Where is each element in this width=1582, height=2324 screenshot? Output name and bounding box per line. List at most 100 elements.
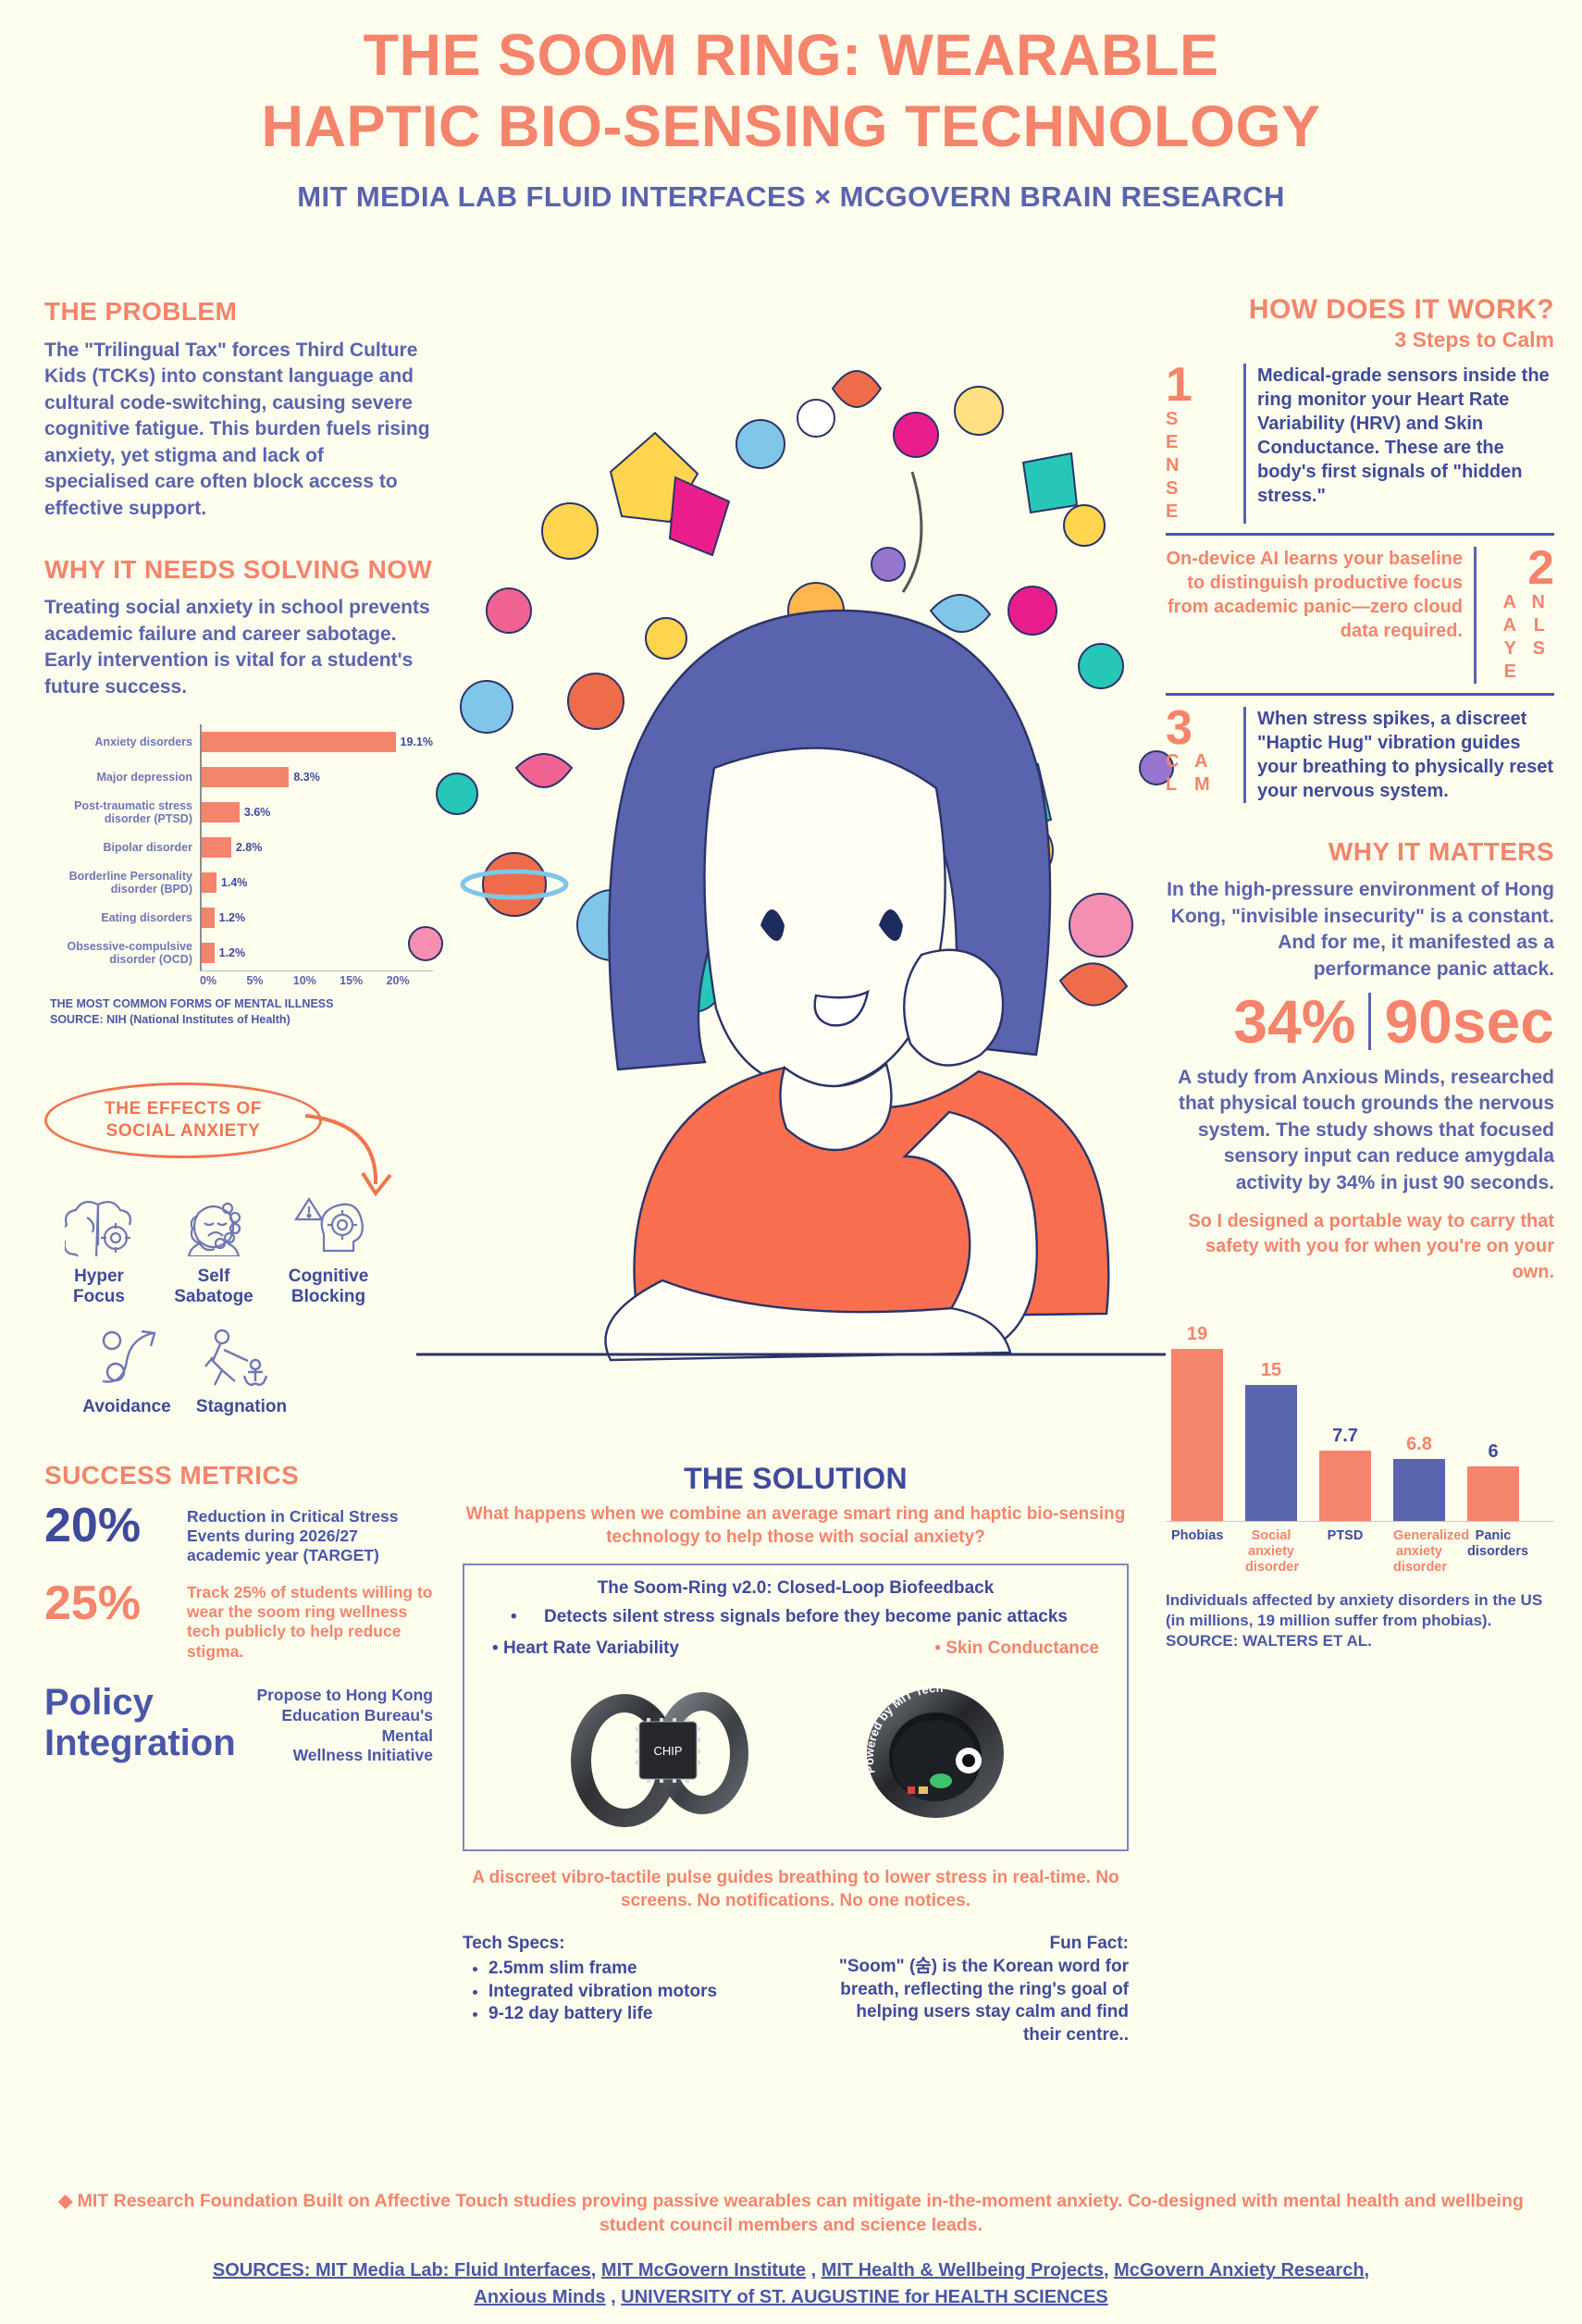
effect-item-hyper-focus: Hyper Focus (44, 1197, 154, 1307)
policy-integration-row: Policy Integration Propose to Hong Kong … (44, 1682, 433, 1766)
ring-product-images: CHIP (479, 1664, 1112, 1840)
step-word-letter: N (1531, 591, 1545, 612)
step-word-letter: L (1533, 614, 1545, 636)
page-title-line2: HAPTIC BIO-SENSING TECHNOLOGY (261, 93, 1321, 159)
left-column: THE PROBLEM The "Trilingual Tax" forces … (44, 296, 433, 1779)
bar-value-label: 7.7 (1332, 1426, 1358, 1447)
step-word-letter: C (1166, 751, 1180, 773)
bar-category-label: Phobias (1171, 1527, 1224, 1543)
source-link-5[interactable]: UNIVERSITY of ST. AUGUSTINE for HEALTH S… (621, 2287, 1108, 2307)
solution-bullet-pair: • Heart Rate Variability • Skin Conducta… (479, 1638, 1112, 1659)
bar-category-label: Post-traumatic stress disorder (PTSD) (74, 799, 192, 826)
chart-caption: THE MOST COMMON FORMS OF MENTAL ILLNESS … (50, 997, 334, 1026)
exploded-ring-chip-image: CHIP (571, 1692, 748, 1828)
step-word-letter: S (1166, 477, 1179, 499)
success-metrics-heading: SUCCESS METRICS (44, 1461, 300, 1490)
bar-value-label: 19.1% (400, 736, 433, 749)
bar-value-label: 19 (1186, 1323, 1208, 1344)
bar-value-label: 3.6% (243, 806, 271, 820)
bar-fill (202, 837, 231, 859)
step-body: When stress spikes, a discreet "Haptic H… (1243, 706, 1554, 803)
source-link-3[interactable]: McGovern Anxiety Research, (1114, 2260, 1370, 2281)
success-metrics: SUCCESS METRICS 20% Reduction in Critica… (44, 1460, 433, 1766)
effects-icon-row-2: Avoidance Stagnation (72, 1328, 433, 1417)
bar-fill (202, 802, 240, 823)
source-link-2[interactable]: MIT Health & Wellbeing Projects (821, 2260, 1104, 2281)
bar-row: Bipolar disorder 2.8% (44, 830, 433, 866)
step-body: Medical-grade sensors inside the ring mo… (1243, 364, 1554, 524)
step-word-letter: E (1166, 431, 1179, 452)
bar-category-label: Bipolar disorder (103, 841, 192, 855)
bar-value-label: 15 (1260, 1359, 1282, 1380)
step-word-letter: A (1502, 591, 1516, 612)
tech-spec-item: 9-12 day battery life (488, 2003, 759, 2026)
bar-fill (202, 767, 290, 788)
step-word-letter: A (1194, 751, 1208, 773)
effect-label: Stagnation (195, 1397, 288, 1417)
bar-track: 2.8% (200, 830, 433, 866)
bar-category-label: Generalized anxiety disorder (1393, 1527, 1470, 1576)
bar-column: 6 (1467, 1441, 1519, 1521)
bar-row: Post-traumatic stress disorder (PTSD) 3.6… (44, 795, 433, 831)
bar-fill (1171, 1348, 1223, 1521)
source-link-4[interactable]: Anxious Minds (474, 2287, 606, 2307)
why-now-body: Treating social anxiety in school preven… (44, 597, 430, 698)
bar-fill (1319, 1451, 1371, 1521)
tech-specs: Tech Specs: 2.5mm slim frameIntegrated v… (463, 1933, 759, 2046)
step-word-letter: M (1194, 774, 1210, 796)
x-tick: 5% (246, 974, 264, 988)
source-link-1[interactable]: MIT McGovern Institute (600, 2260, 807, 2281)
effect-label-2: Focus (73, 1286, 125, 1306)
tech-spec-item: 2.5mm slim frame (488, 1958, 759, 1981)
step-word-letter: E (1166, 501, 1179, 522)
footer: ◆ MIT Research Foundation Built on Affec… (0, 2189, 1582, 2324)
header: THE SOOM RING: WEARABLE HAPTIC BIO-SENSI… (0, 0, 1582, 216)
why-matters-heading: WHY IT MATTERS (1328, 836, 1554, 866)
x-tick: 0% (200, 974, 217, 988)
mental-illness-bar-chart: Anxiety disorders 19.1% Major depression 8.… (44, 724, 433, 1027)
solution-bullet-skin: • Skin Conductance (934, 1638, 1099, 1659)
bar-fill (202, 943, 215, 964)
tech-specs-title: Tech Specs: (463, 1934, 565, 1954)
how-it-works-heading: HOW DOES IT WORK? (1248, 294, 1554, 325)
metric-row: 20% Reduction in Critical Stress Events … (44, 1502, 433, 1566)
fun-fact-title: Fun Fact: (1049, 1934, 1130, 1954)
step-word-letter: Y (1503, 637, 1516, 659)
effect-label: Cognitive (288, 1266, 369, 1286)
bar-value-label: 1.2% (218, 911, 246, 925)
chart-x-axis: 0% 5% 10% 15% 20% (200, 970, 433, 987)
step-number: 1 (1166, 358, 1193, 412)
solution-bullet-hrv: • Heart Rate Variability (492, 1638, 680, 1659)
sensor-ring-image: Powered by MIT Tech (862, 1681, 1004, 1819)
effect-item-avoidance: Avoidance (72, 1328, 181, 1417)
bar-category-label: Borderline Personality disorder (BPD) (68, 870, 192, 896)
solution-section: THE SOLUTION What happens when we combin… (463, 1462, 1129, 2047)
bar-track: 1.2% (200, 935, 433, 971)
effect-item-self-sabatoge: Self Sabatoge (159, 1197, 268, 1307)
anxiety-disorders-bar-chart: 19 15 7.7 6.8 6 Phobias Social anxiety disord… (1166, 1309, 1554, 1652)
policy-title: Policy Integration (44, 1682, 236, 1764)
why-matters-intro: In the high-pressure environment of Hong… (1167, 879, 1554, 981)
bar-value-label: 1.4% (220, 876, 248, 890)
source-link-0[interactable]: SOURCES: MIT Media Lab: Fluid Interfaces (212, 2260, 591, 2281)
effect-label-2: Sabatoge (174, 1286, 253, 1306)
why-it-matters: WHY IT MATTERS In the high-pressure envi… (1166, 836, 1554, 1285)
step-word-letter: N (1166, 454, 1180, 476)
bar-column: 19 (1171, 1324, 1223, 1521)
why-matters-closing: So I designed a portable way to carry th… (1188, 1211, 1554, 1282)
vchart-caption: Individuals affected by anxiety disorder… (1166, 1591, 1543, 1650)
tech-spec-item: Integrated vibration motors (488, 1981, 759, 2004)
solution-box-title: The Soom-Ring v2.0: Closed-Loop Biofeedb… (597, 1578, 995, 1599)
effect-item-cognitive-blocking: Cognitive Blocking (274, 1196, 383, 1307)
bar-value-label: 2.8% (235, 841, 263, 855)
metric-text: Reduction in Critical Stress Events duri… (187, 1506, 399, 1565)
effects-bubble: THE EFFECTS OF SOCIAL ANXIETY (44, 1082, 322, 1158)
